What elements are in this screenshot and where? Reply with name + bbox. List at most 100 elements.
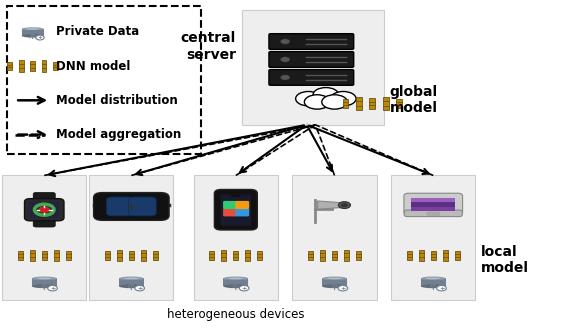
Ellipse shape — [223, 282, 249, 284]
Bar — [19, 60, 24, 72]
Ellipse shape — [421, 279, 446, 282]
Circle shape — [239, 285, 249, 291]
Ellipse shape — [119, 282, 144, 284]
Circle shape — [331, 92, 356, 106]
Bar — [53, 62, 58, 70]
Ellipse shape — [32, 277, 56, 280]
Bar — [141, 250, 146, 261]
Ellipse shape — [26, 28, 39, 30]
Bar — [17, 251, 23, 259]
Circle shape — [36, 35, 44, 40]
Bar — [320, 250, 325, 261]
Circle shape — [281, 75, 290, 80]
FancyBboxPatch shape — [242, 10, 384, 125]
Bar — [396, 99, 402, 108]
Ellipse shape — [228, 277, 243, 279]
Ellipse shape — [426, 277, 441, 279]
Text: heterogeneous devices: heterogeneous devices — [167, 308, 304, 321]
FancyBboxPatch shape — [221, 195, 251, 226]
Bar — [209, 251, 214, 259]
FancyBboxPatch shape — [33, 193, 55, 227]
Ellipse shape — [223, 284, 249, 288]
Circle shape — [338, 202, 350, 209]
FancyBboxPatch shape — [6, 6, 201, 154]
Circle shape — [436, 285, 446, 291]
Ellipse shape — [37, 277, 52, 279]
Ellipse shape — [119, 284, 144, 288]
Bar — [223, 278, 249, 286]
Ellipse shape — [22, 27, 44, 31]
Text: +: + — [340, 286, 346, 291]
Circle shape — [304, 95, 330, 109]
Bar — [22, 29, 44, 36]
Bar — [32, 278, 56, 286]
Bar — [407, 251, 412, 259]
Bar — [343, 99, 349, 108]
Circle shape — [281, 57, 290, 62]
Ellipse shape — [223, 277, 249, 280]
Ellipse shape — [421, 282, 446, 284]
Circle shape — [38, 206, 50, 213]
Bar — [130, 203, 133, 210]
FancyBboxPatch shape — [2, 175, 86, 299]
Bar — [418, 250, 424, 261]
Bar — [257, 251, 262, 259]
Bar — [119, 278, 144, 286]
Circle shape — [296, 92, 321, 106]
FancyBboxPatch shape — [223, 201, 237, 209]
Circle shape — [322, 95, 347, 109]
Ellipse shape — [124, 277, 139, 279]
Ellipse shape — [421, 284, 446, 288]
FancyBboxPatch shape — [129, 197, 157, 216]
Bar — [129, 251, 134, 260]
Bar — [42, 251, 47, 260]
Bar — [221, 250, 226, 261]
FancyBboxPatch shape — [391, 175, 475, 299]
Text: Model aggregation: Model aggregation — [56, 128, 181, 141]
Text: +: + — [137, 286, 143, 291]
Ellipse shape — [322, 282, 347, 284]
Bar — [245, 250, 250, 261]
Bar — [356, 97, 362, 110]
Text: +: + — [439, 286, 444, 291]
Bar — [30, 61, 35, 71]
Circle shape — [281, 39, 290, 44]
Ellipse shape — [32, 279, 56, 282]
Circle shape — [338, 285, 347, 291]
Bar — [344, 250, 349, 261]
Bar — [411, 198, 455, 202]
Bar — [455, 251, 460, 259]
Bar — [66, 251, 71, 259]
FancyBboxPatch shape — [223, 208, 237, 216]
Text: local
model: local model — [481, 245, 529, 276]
FancyBboxPatch shape — [235, 208, 249, 216]
Bar — [431, 251, 436, 260]
Text: +: + — [50, 286, 55, 291]
Bar — [105, 251, 110, 259]
Bar — [356, 251, 361, 259]
Bar — [322, 278, 347, 286]
Circle shape — [48, 285, 58, 291]
FancyBboxPatch shape — [235, 201, 249, 209]
Ellipse shape — [22, 30, 44, 32]
Ellipse shape — [32, 282, 56, 284]
FancyBboxPatch shape — [427, 212, 439, 215]
Ellipse shape — [119, 277, 144, 280]
Text: +: + — [242, 286, 247, 291]
Bar — [152, 251, 158, 259]
FancyBboxPatch shape — [214, 190, 257, 230]
Circle shape — [313, 88, 339, 102]
Ellipse shape — [119, 279, 144, 282]
Ellipse shape — [322, 279, 347, 282]
FancyBboxPatch shape — [404, 193, 463, 215]
Bar — [233, 251, 239, 260]
Text: DNN model: DNN model — [56, 59, 130, 72]
FancyBboxPatch shape — [30, 202, 59, 218]
Bar — [411, 198, 455, 211]
Bar — [54, 250, 59, 261]
FancyBboxPatch shape — [107, 197, 134, 216]
Ellipse shape — [223, 279, 249, 282]
Ellipse shape — [22, 34, 44, 37]
FancyBboxPatch shape — [94, 193, 169, 220]
Circle shape — [341, 203, 348, 207]
